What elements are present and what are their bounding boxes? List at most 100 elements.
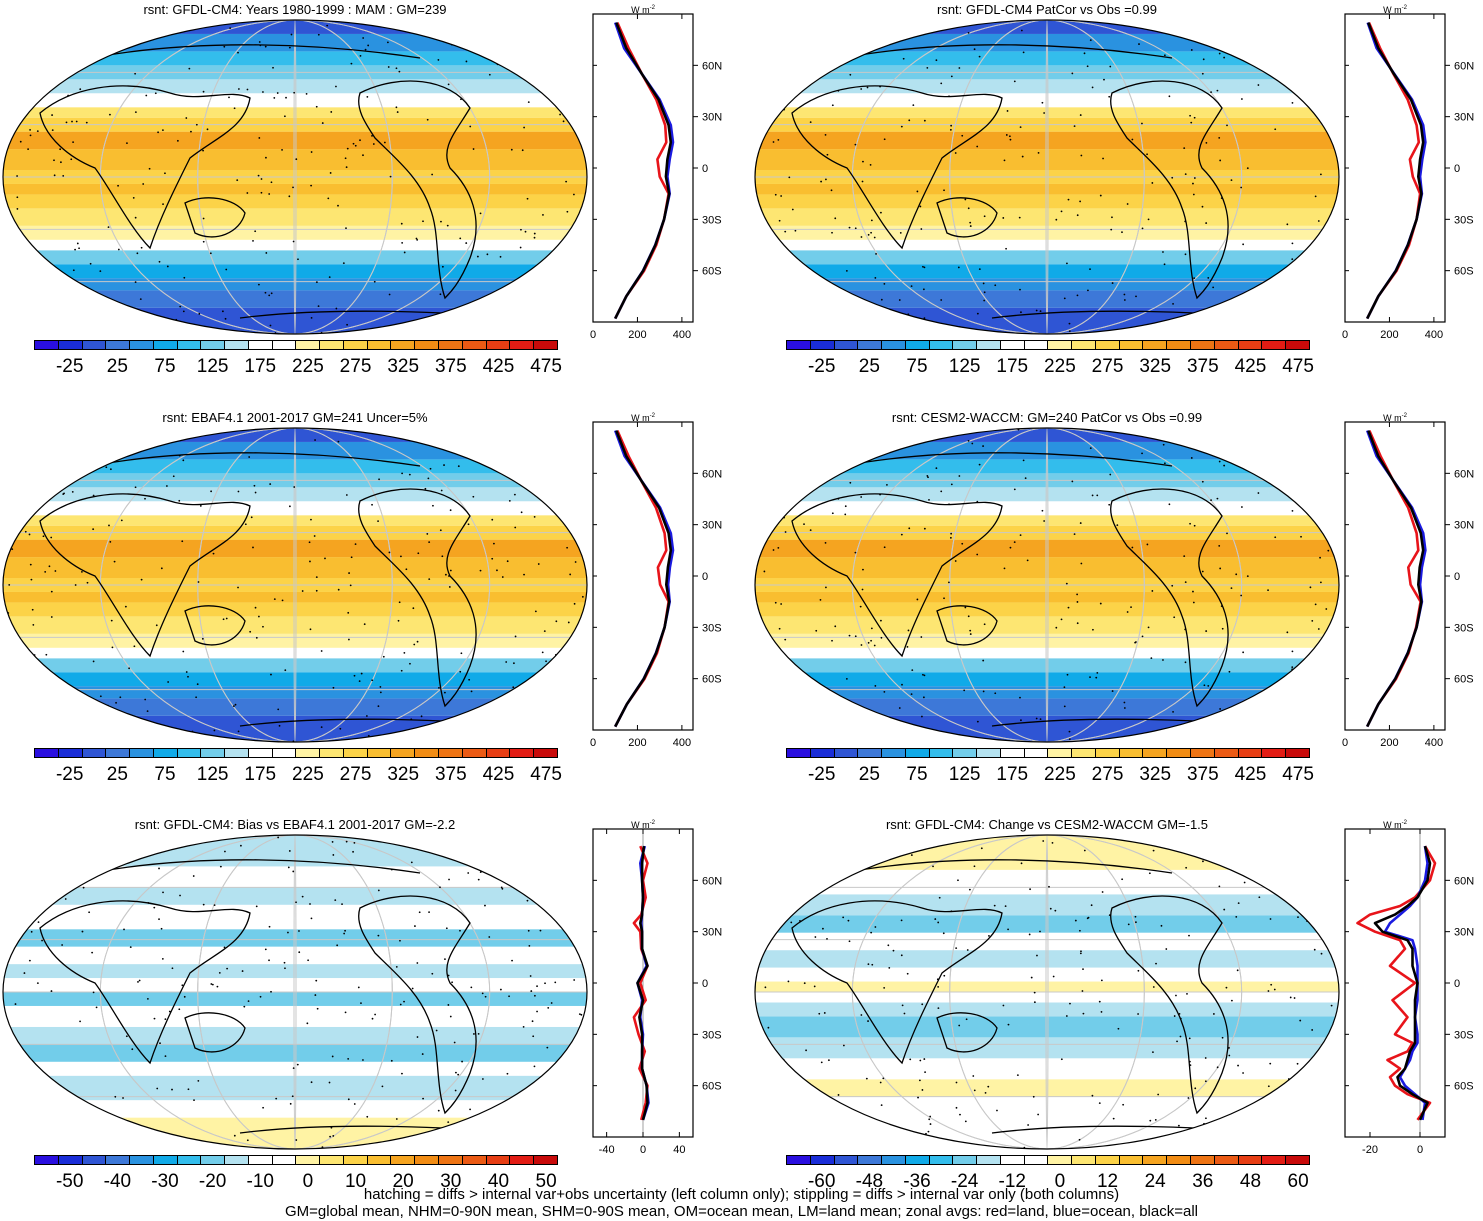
series-line-all	[1366, 22, 1425, 320]
colorbar-swatch	[905, 341, 930, 349]
colorbar-swatch	[534, 1156, 557, 1164]
colorbar-swatch	[977, 1156, 1001, 1164]
footer-line-2: GM=global mean, NHM=0-90N mean, SHM=0-90…	[284, 1203, 1198, 1220]
colorbar-tick-label: 125	[196, 356, 229, 377]
colorbar-swatch	[1024, 1156, 1049, 1164]
colorbar-swatch	[1072, 341, 1096, 349]
colorbar-tick-label: -40	[103, 1171, 132, 1192]
panel-p3: rsnt: EBAF4.1 2001-2017 GM=241 Uncer=5% 6…	[0, 408, 740, 803]
colorbar-tick-label: 225	[1044, 356, 1076, 377]
lat-tick-label: 30S	[1454, 1029, 1474, 1041]
colorbar-swatch	[977, 749, 1001, 757]
series-line-ocean	[613, 22, 675, 320]
colorbar-tick-label: 425	[482, 356, 515, 377]
x-tick-label: 400	[673, 737, 691, 749]
lat-tick-label: 30S	[1454, 214, 1474, 226]
lat-tick-label: 60N	[1454, 60, 1474, 72]
colorbar	[34, 748, 558, 758]
world-map	[754, 19, 1340, 335]
colorbar-tick-label: -10	[246, 1171, 274, 1192]
colorbar-swatch	[130, 1156, 154, 1164]
units-label: W m-2	[1383, 5, 1407, 15]
colorbar-tick-label: 475	[530, 356, 562, 377]
colorbar-swatch	[929, 341, 954, 349]
colorbar-swatch	[35, 341, 59, 349]
lat-tick-label: 0	[702, 978, 708, 990]
colorbar-tick-label: 20	[392, 1171, 414, 1192]
world-map	[754, 834, 1340, 1150]
units-label: W m-2	[1383, 413, 1407, 423]
colorbar-tick-label: 225	[292, 356, 324, 377]
colorbar-swatch	[82, 749, 107, 757]
colorbar-swatch	[58, 341, 83, 349]
colorbar-swatch	[1143, 1156, 1168, 1164]
lat-tick-label: 60S	[702, 1081, 722, 1093]
colorbar-swatch	[929, 749, 954, 757]
colorbar-swatch	[1286, 1156, 1309, 1164]
colorbar-tick-label: -24	[950, 1171, 979, 1192]
colorbar-swatch	[882, 749, 906, 757]
colorbar-swatch	[177, 749, 202, 757]
colorbar-swatch	[296, 1156, 321, 1164]
x-tick-label: 400	[1425, 329, 1443, 341]
lat-tick-label: 30N	[702, 520, 722, 532]
panel-p4: rsnt: CESM2-WACCM: GM=240 PatCor vs Obs …	[752, 408, 1483, 803]
colorbar-tick-label: 175	[996, 764, 1029, 785]
colorbar-swatch	[1072, 1156, 1096, 1164]
series-line-all	[1373, 845, 1432, 1121]
colorbar-swatch	[810, 749, 835, 757]
colorbar-tick-label: 375	[1186, 356, 1219, 377]
colorbar-swatch	[415, 749, 440, 757]
panel-p6: rsnt: GFDL-CM4: Change vs CESM2-WACCM GM…	[752, 815, 1483, 1210]
colorbar-tick-label: 25	[106, 764, 128, 785]
series-line-all	[614, 430, 673, 728]
colorbar-tick-label: -25	[807, 356, 836, 377]
series-line-land	[1356, 845, 1437, 1121]
units-label: W m-2	[631, 5, 655, 15]
colorbar-tick-label: 375	[1186, 764, 1219, 785]
colorbar-swatch	[367, 1156, 392, 1164]
colorbar-labels: -60 -48 -36 -24 -12 0 12 24 36 48 60	[786, 1171, 1310, 1193]
colorbar-tick-label: 225	[1044, 764, 1076, 785]
units-label: W m-2	[631, 413, 655, 423]
colorbar-tick-label: 0	[1054, 1171, 1066, 1192]
colorbar-swatch	[248, 749, 273, 757]
colorbar-swatch	[834, 341, 859, 349]
colorbar-swatch	[130, 341, 154, 349]
colorbar-swatch	[858, 1156, 883, 1164]
colorbar-tick-label: 10	[344, 1171, 367, 1192]
colorbar-tick-label: 275	[339, 764, 372, 785]
zonal-mean-plot: 60N 30N 0 30S 60S 0 200 400 W m-2	[590, 5, 722, 341]
colorbar-tick-label: 125	[196, 764, 229, 785]
colorbar-swatch	[1262, 341, 1287, 349]
colorbar-swatch	[1095, 341, 1120, 349]
colorbar-tick-label: 36	[1192, 1171, 1214, 1192]
colorbar-swatch	[1238, 1156, 1263, 1164]
colorbar-labels: -25 25 75 125 175 225 275 325 375 425 475	[786, 764, 1314, 786]
colorbar-swatch	[106, 341, 131, 349]
colorbar-tick-label: 40	[487, 1171, 510, 1192]
x-tick-label: 200	[628, 737, 646, 749]
colorbar-tick-label: 50	[535, 1171, 557, 1192]
colorbar-swatch	[882, 1156, 906, 1164]
colorbar-swatch	[391, 341, 416, 349]
colorbar-swatch	[106, 749, 131, 757]
colorbar-tick-label: 0	[302, 1171, 314, 1192]
colorbar-swatch	[1262, 749, 1287, 757]
colorbar-swatch	[296, 341, 321, 349]
x-tick-label: 200	[628, 329, 646, 341]
colorbar-swatch	[510, 341, 535, 349]
colorbar-swatch	[953, 1156, 978, 1164]
colorbar-swatch	[82, 1156, 107, 1164]
colorbar-swatch	[905, 1156, 930, 1164]
x-tick-label: 40	[673, 1144, 685, 1156]
colorbar-swatch	[787, 749, 811, 757]
colorbar-swatch	[834, 1156, 859, 1164]
colorbar-tick-label: -12	[998, 1171, 1026, 1192]
colorbar-swatch	[462, 1156, 487, 1164]
colorbar-tick-label: 475	[1282, 764, 1314, 785]
lat-tick-label: 60N	[702, 468, 722, 480]
colorbar-tick-label: 12	[1096, 1171, 1119, 1192]
colorbar-swatch	[1000, 1156, 1025, 1164]
map-title: rsnt: CESM2-WACCM: GM=240 PatCor vs Obs …	[891, 410, 1203, 425]
